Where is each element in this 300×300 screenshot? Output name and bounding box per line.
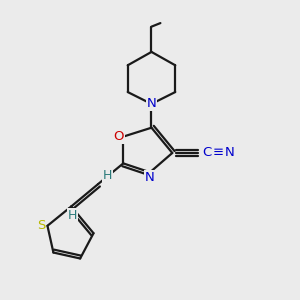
Text: S: S — [37, 219, 45, 232]
Text: C: C — [203, 146, 212, 160]
Text: ≡: ≡ — [213, 146, 224, 160]
Text: N: N — [145, 171, 155, 184]
Text: N: N — [147, 98, 156, 110]
Text: H: H — [103, 169, 112, 182]
Text: N: N — [225, 146, 235, 160]
Text: H: H — [68, 209, 77, 222]
Text: O: O — [113, 130, 124, 143]
